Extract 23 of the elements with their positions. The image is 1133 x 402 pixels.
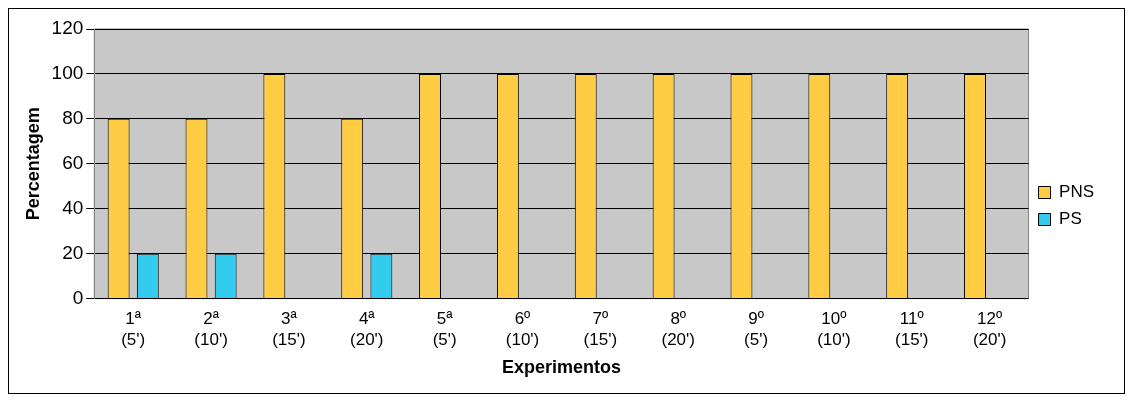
x-axis-title: Experimentos [501,357,621,378]
x-tick-label: 9º (5') [744,309,769,349]
y-tick-label: 0 [72,286,84,308]
y-axis-title: Percentagem [22,107,43,221]
x-tick-label: 7º (15') [583,309,618,349]
x-tick-label: 8º (20') [661,309,695,349]
legend-label: PNS [1059,182,1095,202]
x-tick-label: 1ª (5') [121,309,146,349]
x-tick-label: 12º (20') [972,309,1007,349]
x-tick-label: 5ª (5') [432,309,457,349]
y-tick-label: 100 [51,62,84,84]
y-tick-label: 120 [51,17,84,39]
y-tick-label: 60 [62,152,84,174]
legend-label: PS [1059,209,1082,229]
x-tick-label: 6º (10') [505,309,540,349]
y-tick-label: 80 [62,107,84,129]
x-tick-label: 10º (10') [817,309,851,349]
y-tick-label: 20 [62,241,84,263]
x-tick-label: 11º (15') [895,309,929,349]
y-tick-label: 40 [62,196,84,218]
x-tick-label: 3ª (15') [272,309,306,349]
x-tick-label: 4ª (20') [350,309,384,349]
x-tick-label: 2ª (10') [194,309,228,349]
